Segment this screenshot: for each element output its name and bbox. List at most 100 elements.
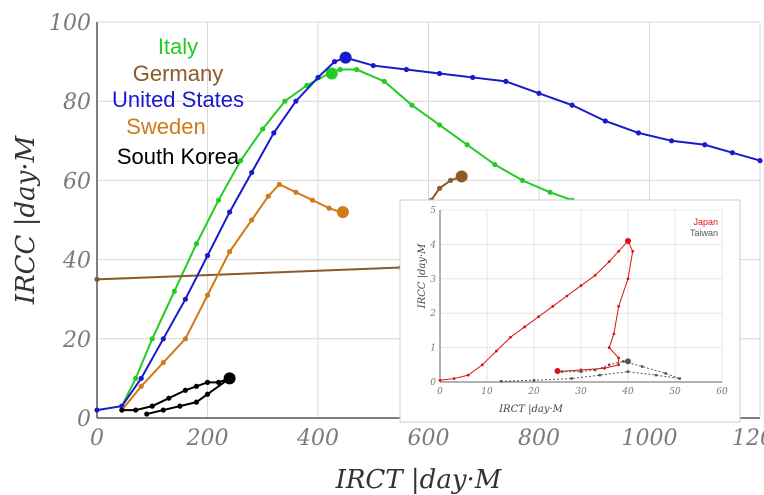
series-endpoint xyxy=(325,67,338,80)
data-point xyxy=(309,197,316,203)
legend-entry: South Korea xyxy=(117,144,240,169)
data-point xyxy=(370,62,376,69)
data-point xyxy=(160,407,166,413)
data-point xyxy=(265,193,271,199)
inset-data-point xyxy=(570,377,573,380)
data-point xyxy=(448,177,454,183)
y-tick-label: 20 xyxy=(62,328,91,353)
data-point xyxy=(602,118,608,124)
inset-data-point xyxy=(579,370,583,374)
y-tick-label: 100 xyxy=(49,11,91,36)
inset-x-tick-label: 40 xyxy=(621,387,634,397)
data-point xyxy=(519,177,526,183)
inset-series-endpoint xyxy=(625,358,631,365)
series-endpoint xyxy=(455,170,468,183)
inset-data-point xyxy=(598,373,602,377)
inset-data-point xyxy=(593,368,597,372)
inset-x-tick-label: 60 xyxy=(716,387,728,397)
inset-data-point xyxy=(452,377,456,380)
data-point xyxy=(729,150,735,156)
inset-data-point xyxy=(617,356,620,360)
data-point xyxy=(238,158,244,164)
inset-data-point xyxy=(499,379,503,383)
data-point xyxy=(204,379,211,385)
data-point xyxy=(403,66,409,73)
x-axis-title: IRCT |day·M xyxy=(335,465,503,495)
data-point xyxy=(757,158,763,164)
x-tick-label: 1000 xyxy=(622,426,678,451)
inset-legend-entry: Japan xyxy=(693,217,718,227)
inset-data-point xyxy=(654,373,658,377)
inset-x-tick-label: 30 xyxy=(575,387,587,397)
inset-data-point xyxy=(607,363,611,367)
data-point xyxy=(94,276,100,282)
data-point xyxy=(354,66,360,73)
data-point xyxy=(149,336,155,342)
inset-x-tick-label: 0 xyxy=(437,387,443,397)
inset-data-point xyxy=(537,315,541,319)
data-point xyxy=(119,407,125,413)
inset-data-point xyxy=(678,377,682,380)
data-point xyxy=(436,122,443,128)
data-point xyxy=(276,181,282,187)
inset-series-endpoint xyxy=(625,237,631,244)
data-point xyxy=(260,126,266,132)
data-point xyxy=(204,391,211,397)
inset-data-point xyxy=(664,372,667,375)
inset-y-tick-label: 0 xyxy=(430,378,436,388)
inset-data-point xyxy=(617,363,620,367)
inset-series-line xyxy=(501,360,680,382)
data-point xyxy=(547,189,553,195)
data-point xyxy=(133,407,139,413)
data-point xyxy=(204,292,211,298)
data-point xyxy=(271,130,277,136)
series-endpoint xyxy=(336,206,349,219)
inset-panel xyxy=(399,199,741,423)
inset-x-tick-label: 20 xyxy=(527,387,540,397)
inset-series-startpoint xyxy=(554,367,561,374)
inset-data-point xyxy=(560,370,564,374)
y-tick-label: 60 xyxy=(63,169,91,194)
inset-data-point xyxy=(565,294,569,298)
inset-data-point xyxy=(551,304,555,308)
inset-legend-entry: Taiwan xyxy=(690,228,718,238)
data-point xyxy=(249,217,255,223)
data-point xyxy=(182,387,188,393)
data-point xyxy=(171,288,177,294)
main-chart: 020040060080010001200020406080100IRCT |d… xyxy=(11,11,764,495)
inset-data-point xyxy=(532,378,536,382)
inset-data-point xyxy=(640,365,644,368)
inset-data-point xyxy=(617,249,620,253)
inset-y-tick-label: 5 xyxy=(430,206,436,216)
data-point xyxy=(160,359,166,366)
data-point xyxy=(204,253,211,259)
inset-data-point xyxy=(626,277,630,281)
data-point xyxy=(249,169,255,176)
x-tick-label: 800 xyxy=(518,426,560,451)
x-tick-label: 600 xyxy=(408,426,450,451)
data-point xyxy=(177,403,183,409)
x-tick-label: 1200 xyxy=(732,426,764,451)
inset-data-point xyxy=(466,373,470,377)
data-point xyxy=(669,138,675,144)
data-point xyxy=(293,98,299,104)
data-point xyxy=(166,395,172,401)
data-point xyxy=(182,296,188,302)
inset-y-tick-label: 1 xyxy=(430,344,436,354)
data-point xyxy=(144,411,150,417)
data-point xyxy=(326,205,332,211)
y-tick-label: 80 xyxy=(63,90,91,115)
data-point xyxy=(337,66,343,73)
inset-data-point xyxy=(509,335,512,339)
data-point xyxy=(569,102,575,108)
inset-y-tick-label: 3 xyxy=(430,275,436,285)
inset-data-point xyxy=(523,325,526,329)
inset-y-tick-label: 2 xyxy=(429,309,436,319)
inset-x-axis-title: IRCT |day·M xyxy=(498,404,564,415)
data-point xyxy=(436,185,443,191)
inset-x-tick-label: 10 xyxy=(481,387,493,397)
data-point xyxy=(492,161,498,168)
inset-data-point xyxy=(617,304,620,308)
data-point xyxy=(635,130,642,136)
